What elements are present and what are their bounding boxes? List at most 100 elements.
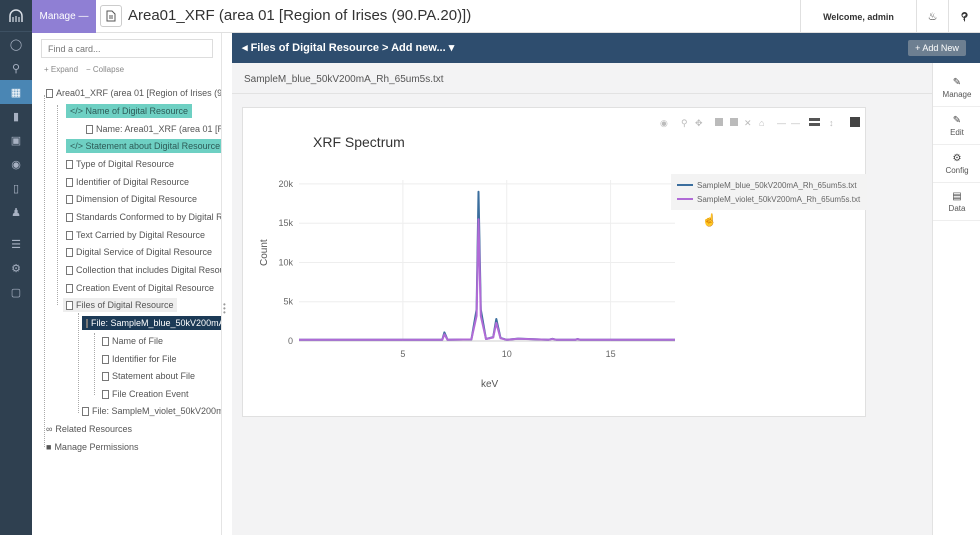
- tree-node-name-value[interactable]: Name: Area01_XRF (area 01 [Reg: [86, 122, 221, 136]
- tree-node-name-of-digital-resource[interactable]: </> Name of Digital Resource: [66, 104, 193, 118]
- document-icon: [86, 124, 93, 134]
- breadcrumb[interactable]: ◂ Files of Digital Resource > Add new...…: [242, 42, 455, 54]
- tree-node-creation-event[interactable]: Creation Event of Digital Resource: [66, 281, 214, 295]
- id-card-icon[interactable]: ▣: [10, 134, 22, 147]
- page-title: Area01_XRF (area 01 [Region of Irises (9…: [128, 7, 472, 24]
- tree-node-file-violet[interactable]: File: SampleM_violet_50kV200mA: [82, 404, 221, 418]
- y-tick-label: 20k: [278, 179, 293, 189]
- resource-editor-icon[interactable]: ▦: [0, 80, 32, 104]
- user-icon[interactable]: ♟: [11, 206, 21, 219]
- notification-bell-icon[interactable]: ♨: [916, 0, 948, 33]
- tree-node-name-of-file[interactable]: Name of File: [102, 334, 163, 348]
- document-icon: [66, 159, 73, 169]
- tree-node-text-carried[interactable]: Text Carried by Digital Resource: [66, 228, 205, 242]
- xrf-spectrum-chart[interactable]: ◉ ⚲ ✥ ✕ ⌂ ― ― ↕ 0 5k 10k 15k 20k 5 10 15 XRF Sp…: [243, 108, 867, 418]
- document-icon: [66, 194, 73, 204]
- globe-icon[interactable]: ◉: [11, 158, 21, 171]
- top-bar: Manage — Area01_XRF (area 01 [Region of …: [32, 0, 980, 33]
- document-icon: [66, 300, 73, 310]
- settings-icon[interactable]: ⚙: [11, 262, 21, 275]
- zoom-icon[interactable]: ⚲: [681, 118, 688, 128]
- bookmark-icon[interactable]: ▮: [12, 110, 20, 123]
- y-tick-label: 10k: [278, 257, 293, 267]
- legend-item-blue[interactable]: SampleM_blue_50kV200mA_Rh_65um5s.txt: [697, 181, 857, 190]
- tree-node-statement-about-file[interactable]: Statement about File: [102, 369, 195, 383]
- document-icon: [66, 283, 73, 293]
- manage-permissions-link[interactable]: ■ Manage Permissions: [46, 442, 139, 452]
- right-tool-panel: ✎ Manage ✎ Edit ⚙ Config ▤ Data: [932, 63, 980, 535]
- pencil-icon: ✎: [952, 76, 962, 88]
- search-icon[interactable]: ⚲: [11, 62, 21, 75]
- add-new-button[interactable]: + Add New: [908, 40, 966, 56]
- main-content: ◂ Files of Digital Resource > Add new...…: [232, 33, 980, 535]
- tree-node-standards[interactable]: Standards Conformed to by Digital Re: [66, 210, 221, 224]
- tree-node-statement[interactable]: </> Statement about Digital Resource: [66, 139, 221, 153]
- hover-compare-icon[interactable]: [809, 118, 820, 121]
- link-icon: ∞: [46, 424, 53, 434]
- expand-all-link[interactable]: + Expand: [44, 65, 79, 74]
- zoom-out-icon[interactable]: [730, 118, 738, 126]
- tree-node-identifier-for-file[interactable]: Identifier for File: [102, 352, 177, 366]
- tree-node-file-blue[interactable]: File: SampleM_blue_50kV200mA_: [82, 316, 221, 330]
- legend-item-violet[interactable]: SampleM_violet_50kV200mA_Rh_65um5s.txt: [697, 195, 861, 204]
- tree-node-digital-service[interactable]: Digital Service of Digital Resource: [66, 245, 212, 259]
- x-axis-label: keV: [481, 379, 499, 390]
- welcome-user-text[interactable]: Welcome, admin: [800, 0, 916, 33]
- panel-resize-handle[interactable]: • • •: [223, 300, 226, 317]
- find-card-input[interactable]: [41, 39, 213, 58]
- app-logo-icon[interactable]: [0, 0, 32, 32]
- tree-node-collection[interactable]: Collection that includes Digital Resour: [66, 263, 221, 277]
- manage-menu-button[interactable]: Manage —: [32, 0, 96, 33]
- help-icon[interactable]: ?: [948, 0, 980, 33]
- zoom-in-icon[interactable]: [715, 118, 723, 126]
- data-tool-button[interactable]: ▤ Data: [933, 183, 980, 221]
- pan-icon[interactable]: ✥: [695, 118, 703, 128]
- camera-icon[interactable]: ◉: [660, 118, 668, 128]
- manage-tool-button[interactable]: ✎ Manage: [933, 69, 980, 107]
- dashboard-icon[interactable]: ◯: [9, 38, 23, 51]
- plotly-logo-icon[interactable]: [850, 117, 860, 127]
- y-axis-label: Count: [259, 239, 270, 266]
- document-icon: [82, 406, 89, 416]
- gear-icon: ⚙: [952, 152, 962, 164]
- x-tick-label: 10: [502, 349, 512, 359]
- toggle-spike-icon[interactable]: ↕: [829, 118, 834, 128]
- image-icon[interactable]: ▢: [10, 286, 22, 299]
- mobile-icon[interactable]: ▯: [12, 182, 20, 195]
- tree-node-identifier[interactable]: Identifier of Digital Resource: [66, 175, 189, 189]
- related-resources-link[interactable]: ∞ Related Resources: [46, 424, 132, 434]
- home-icon[interactable]: ⌂: [759, 118, 764, 128]
- hand-cursor-icon: ☝: [702, 212, 717, 227]
- config-tool-button[interactable]: ⚙ Config: [933, 145, 980, 183]
- chart-legend: SampleM_blue_50kV200mA_Rh_65um5s.txt Sam…: [671, 174, 867, 210]
- document-icon[interactable]: [100, 5, 122, 27]
- document-icon: [102, 336, 109, 346]
- pencil-icon: ✎: [952, 114, 962, 126]
- hover-closest-icon[interactable]: ―: [791, 118, 800, 128]
- tree-node-type[interactable]: Type of Digital Resource: [66, 157, 174, 171]
- tree-node-files[interactable]: Files of Digital Resource: [63, 298, 177, 312]
- card-header-bar: ◂ Files of Digital Resource > Add new...…: [232, 33, 980, 63]
- x-tick-label: 15: [606, 349, 616, 359]
- collapse-all-link[interactable]: − Collapse: [86, 65, 125, 74]
- document-icon: [66, 247, 73, 257]
- y-tick-label: 5k: [283, 297, 293, 307]
- document-icon: [102, 389, 109, 399]
- tree-node-file-creation-event[interactable]: File Creation Event: [102, 387, 189, 401]
- edit-tool-button[interactable]: ✎ Edit: [933, 107, 980, 145]
- tree-node-dimension[interactable]: Dimension of Digital Resource: [66, 192, 197, 206]
- document-icon: [46, 88, 53, 98]
- series-line-1[interactable]: [299, 218, 675, 341]
- series-line-0[interactable]: [299, 190, 675, 341]
- autoscale-icon[interactable]: ✕: [744, 118, 752, 128]
- spike-lines-icon[interactable]: ―: [777, 118, 786, 128]
- file-name-label: SampleM_blue_50kV200mA_Rh_65um5s.txt: [244, 74, 444, 85]
- y-tick-label: 0: [288, 336, 293, 346]
- document-icon: [102, 371, 109, 381]
- chart-container: ◉ ⚲ ✥ ✕ ⌂ ― ― ↕ 0 5k 10k 15k 20k 5 10 15 XRF Sp…: [242, 107, 867, 418]
- document-icon: [66, 177, 73, 187]
- document-icon: [102, 354, 109, 364]
- graph-icon[interactable]: ☰: [11, 238, 21, 251]
- bar-chart-icon: ▤: [952, 190, 962, 202]
- tree-root-node[interactable]: Area01_XRF (area 01 [Region of Irises (9…: [46, 86, 221, 100]
